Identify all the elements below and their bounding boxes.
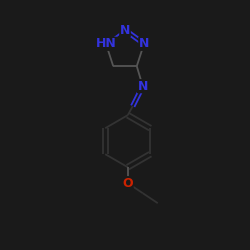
Text: N: N bbox=[138, 80, 148, 93]
Text: N: N bbox=[139, 37, 149, 50]
Text: HN: HN bbox=[96, 37, 116, 50]
Text: N: N bbox=[120, 24, 130, 36]
Text: O: O bbox=[122, 177, 133, 190]
